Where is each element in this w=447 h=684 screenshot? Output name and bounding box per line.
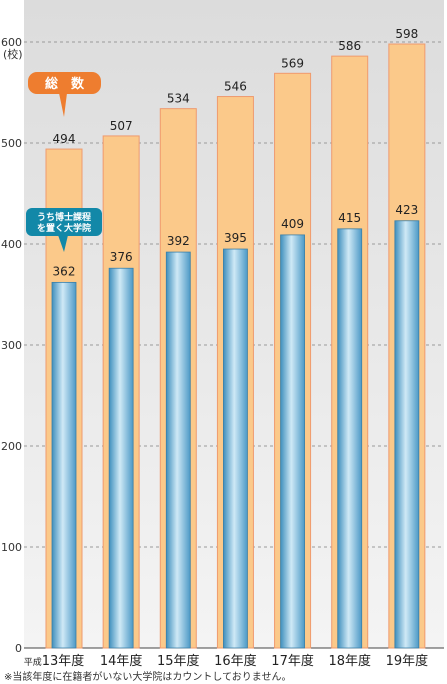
x-tick-label: 16年度	[214, 653, 257, 669]
legend-label-doctoral: を置く大学院	[37, 222, 91, 234]
y-tick-label: 500	[1, 137, 22, 150]
x-tick-text: 13年度	[42, 653, 85, 669]
x-tick-label: 平成13年度	[24, 653, 85, 669]
x-tick-text: 17年度	[271, 653, 314, 669]
data-label-total: 534	[167, 92, 190, 106]
y-tick-label: 100	[1, 541, 22, 554]
bar-doctoral	[165, 251, 191, 649]
footnote: ※当該年度に在籍者がいない大学院はカウントしておりません。	[4, 670, 291, 683]
bar-doctoral	[280, 234, 305, 649]
legend-callout-doctoral-pointer	[58, 235, 68, 252]
data-label-doctoral: 423	[395, 203, 418, 217]
x-tick-text: 19年度	[386, 653, 429, 669]
data-label-doctoral: 392	[167, 234, 190, 248]
legend-callout-total-pointer	[59, 93, 67, 117]
bar-doctoral	[337, 228, 363, 649]
bar-doctoral	[108, 267, 134, 649]
x-tick-text: 14年度	[100, 653, 143, 669]
x-tick-prefix: 平成	[24, 656, 42, 668]
data-label-doctoral: 376	[110, 250, 133, 264]
y-tick-label: 200	[1, 440, 22, 453]
legend-callout-doctoral	[26, 208, 102, 236]
data-label-total: 546	[224, 80, 247, 94]
x-tick-label: 19年度	[386, 653, 429, 669]
x-tick-text: 16年度	[214, 653, 257, 669]
data-label-doctoral: 415	[338, 211, 361, 225]
data-label-total: 494	[53, 132, 76, 146]
data-label-doctoral: 409	[281, 217, 304, 231]
data-label-total: 586	[338, 39, 361, 53]
x-tick-text: 18年度	[328, 653, 371, 669]
data-label-total: 507	[110, 119, 133, 133]
y-axis-unit: (校)	[3, 47, 23, 61]
x-tick-label: 18年度	[328, 653, 371, 669]
y-tick-label: 0	[15, 642, 22, 655]
x-tick-label: 17年度	[271, 653, 314, 669]
x-tick-label: 14年度	[100, 653, 143, 669]
bar-doctoral	[223, 248, 248, 649]
data-label-doctoral: 362	[53, 264, 76, 278]
y-tick-label: 600	[1, 36, 22, 49]
data-label-total: 569	[281, 56, 304, 70]
y-tick-label: 300	[1, 339, 22, 352]
data-label-doctoral: 395	[224, 231, 247, 245]
legend-callout-total	[28, 72, 101, 94]
x-tick-label: 15年度	[157, 653, 200, 669]
x-tick-text: 15年度	[157, 653, 200, 669]
y-tick-label: 400	[1, 238, 22, 251]
legend-label-total: 総 数	[45, 76, 85, 92]
legend-label-doctoral: うち博士課程	[37, 211, 91, 223]
bar-doctoral	[394, 220, 420, 649]
bar-doctoral	[51, 281, 77, 649]
data-label-total: 598	[395, 27, 418, 41]
